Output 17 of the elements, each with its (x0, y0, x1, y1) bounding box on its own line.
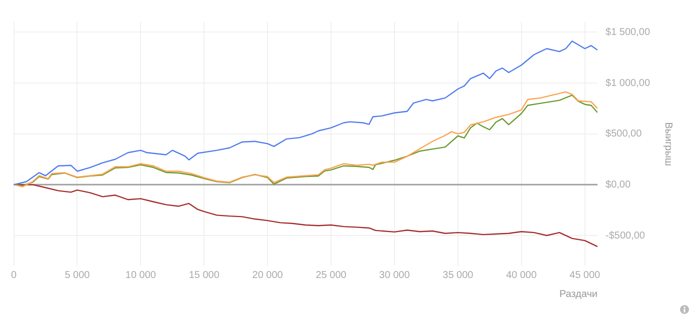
x-axis-title: Раздачи (559, 288, 598, 300)
y-tick-label: -$500,00 (606, 230, 646, 242)
x-tick-label: 15 000 (188, 270, 220, 281)
y-tick-label: $0,00 (606, 179, 631, 190)
x-tick-label: 40 000 (506, 270, 538, 281)
y-axis-title: Выигрыш (662, 122, 674, 166)
y-tick-label: $1 500,00 (606, 26, 650, 38)
x-tick-label: 25 000 (316, 270, 347, 281)
y-tick-label: $500,00 (606, 128, 642, 140)
x-tick-label: 35 000 (442, 270, 474, 281)
x-tick-label: 0 (11, 270, 17, 281)
y-tick-label: $1 000,00 (606, 78, 650, 89)
x-tick-label: 5 000 (64, 270, 90, 281)
x-tick-label: 45 000 (570, 270, 601, 281)
x-tick-label: 20 000 (252, 270, 284, 281)
x-tick-label: 10 000 (125, 270, 156, 281)
x-tick-label: 30 000 (379, 270, 410, 281)
